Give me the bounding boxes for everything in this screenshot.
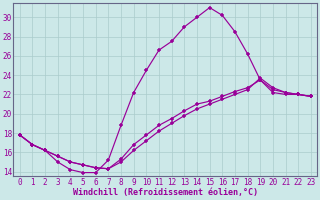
X-axis label: Windchill (Refroidissement éolien,°C): Windchill (Refroidissement éolien,°C) [73,188,258,197]
